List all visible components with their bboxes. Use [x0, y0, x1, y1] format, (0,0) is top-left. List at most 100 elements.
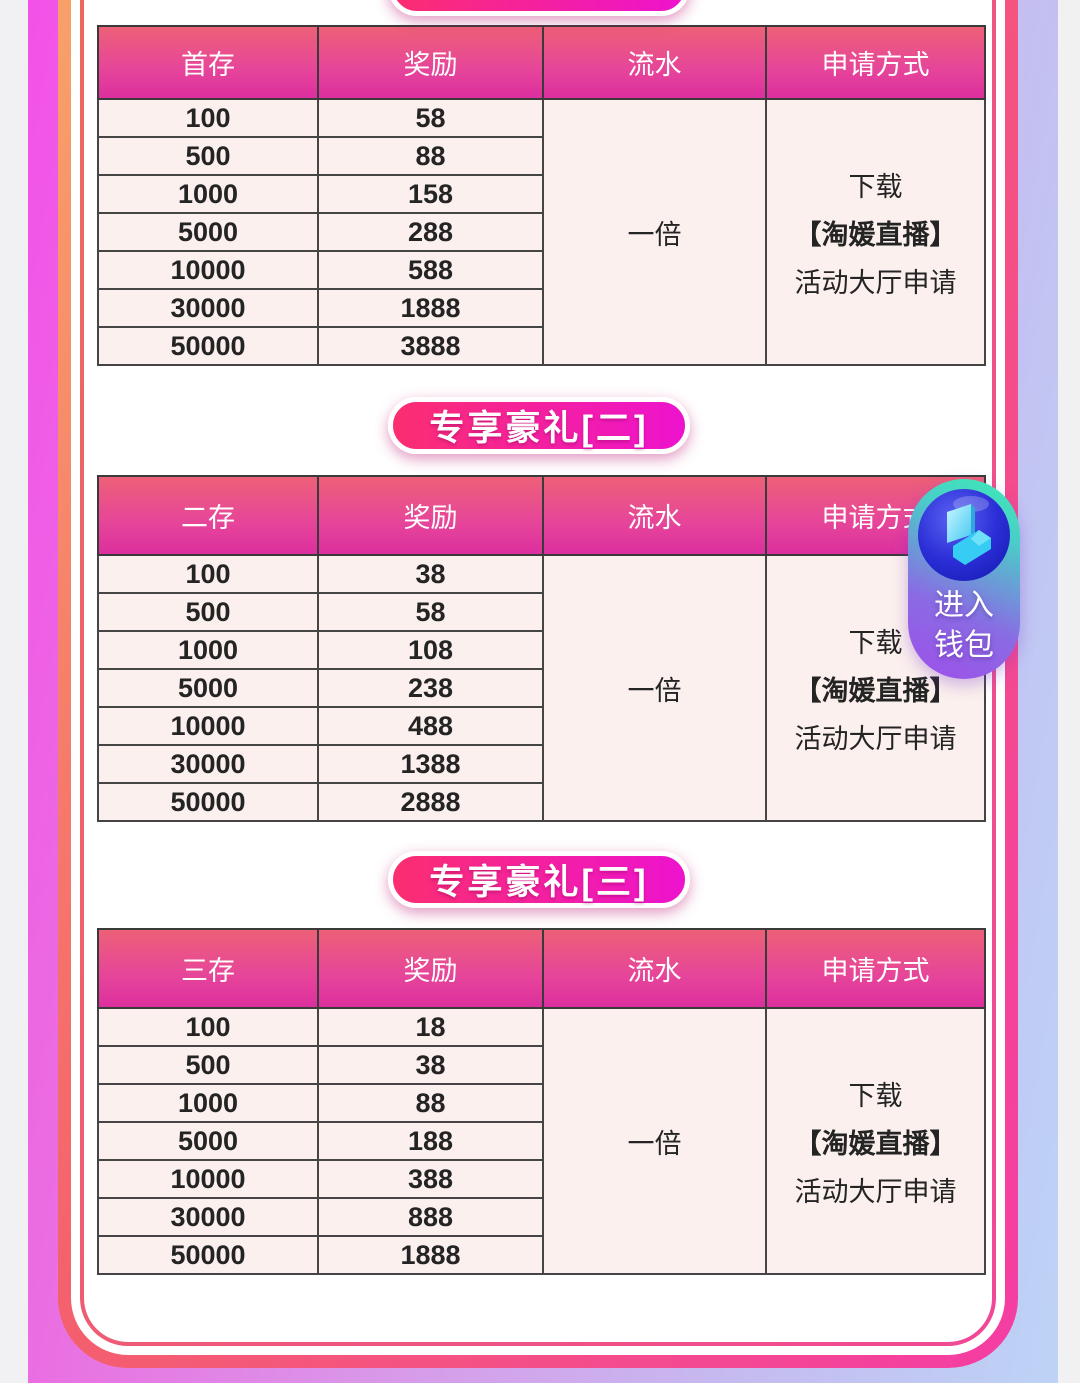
turnover-cell: 一倍 — [542, 554, 767, 822]
table-row: 30000 1388 — [97, 744, 985, 784]
table-row: 50000 2888 — [97, 782, 985, 822]
col-header-reward: 奖励 — [317, 25, 544, 100]
reward-cell: 288 — [317, 212, 544, 252]
reward-cell: 888 — [317, 1197, 544, 1237]
apply-line-1: 下载 — [848, 627, 903, 658]
apply-line-3: 活动大厅申请 — [794, 1176, 957, 1207]
deposit-cell: 5000 — [97, 1121, 319, 1161]
deposit-cell: 50000 — [97, 1235, 319, 1275]
reward-cell: 1888 — [317, 1235, 544, 1275]
reward-cell: 18 — [317, 1007, 544, 1047]
table-row: 500 58 — [97, 592, 985, 632]
table-row: 5000 288 — [97, 212, 985, 252]
deposit-cell: 1000 — [97, 1083, 319, 1123]
col-header-deposit: 首存 — [97, 25, 319, 100]
first-deposit-table: 首存 奖励 流水 申请方式 100 58 一倍 下载 【淘媛直播】 活动大厅申请… — [97, 25, 986, 366]
reward-cell: 1888 — [317, 288, 544, 328]
reward-cell: 158 — [317, 174, 544, 214]
turnover-cell: 一倍 — [542, 98, 767, 366]
col-header-reward: 奖励 — [317, 475, 544, 556]
table-row: 10000 488 — [97, 706, 985, 746]
apply-line-3: 活动大厅申请 — [794, 267, 957, 298]
deposit-cell: 100 — [97, 1007, 319, 1047]
header-row: 二存 奖励 流水 申请方式 — [97, 475, 986, 556]
table-row: 1000 108 — [97, 630, 985, 670]
reward-cell: 88 — [317, 136, 544, 176]
reward-cell: 58 — [317, 592, 544, 632]
col-header-apply: 申请方式 — [765, 25, 986, 100]
table-row: 500 88 — [97, 136, 985, 176]
deposit-cell: 50000 — [97, 782, 319, 822]
deposit-cell: 30000 — [97, 744, 319, 784]
second-deposit-table: 二存 奖励 流水 申请方式 100 38 一倍 下载 【淘媛直播】 活动大厅申请… — [97, 475, 986, 822]
apply-line-3: 活动大厅申请 — [794, 723, 957, 754]
deposit-cell: 1000 — [97, 630, 319, 670]
third-deposit-table: 三存 奖励 流水 申请方式 100 18 一倍 下载 【淘媛直播】 活动大厅申请… — [97, 928, 986, 1275]
table-row: 5000 238 — [97, 668, 985, 708]
table-row: 100 18 一倍 下载 【淘媛直播】 活动大厅申请 — [97, 1007, 986, 1275]
col-header-deposit: 三存 — [97, 928, 319, 1009]
apply-method-cell: 下载 【淘媛直播】 活动大厅申请 — [765, 554, 986, 822]
section-pill-second: 专享豪礼[二] — [388, 397, 690, 454]
reward-cell: 38 — [317, 554, 544, 594]
reward-cell: 108 — [317, 630, 544, 670]
reward-cell: 3888 — [317, 326, 544, 366]
header-row: 首存 奖励 流水 申请方式 — [97, 25, 986, 100]
col-header-reward: 奖励 — [317, 928, 544, 1009]
deposit-cell: 500 — [97, 136, 319, 176]
table-row: 1000 158 — [97, 174, 985, 214]
turnover-cell: 一倍 — [542, 1007, 767, 1275]
reward-cell: 1388 — [317, 744, 544, 784]
deposit-cell: 10000 — [97, 250, 319, 290]
apply-line-2: 【淘媛直播】 — [794, 1128, 957, 1159]
reward-cell: 238 — [317, 668, 544, 708]
deposit-cell: 500 — [97, 592, 319, 632]
deposit-cell: 1000 — [97, 174, 319, 214]
table-row: 100 38 一倍 下载 【淘媛直播】 活动大厅申请 — [97, 554, 986, 822]
col-header-turnover: 流水 — [542, 25, 767, 100]
deposit-cell: 500 — [97, 1045, 319, 1085]
reward-cell: 188 — [317, 1121, 544, 1161]
table-row: 500 38 — [97, 1045, 985, 1085]
deposit-cell: 100 — [97, 554, 319, 594]
reward-cell: 488 — [317, 706, 544, 746]
deposit-cell: 30000 — [97, 288, 319, 328]
deposit-cell: 50000 — [97, 326, 319, 366]
apply-line-2: 【淘媛直播】 — [794, 675, 957, 706]
table-row: 1000 88 — [97, 1083, 985, 1123]
reward-cell: 2888 — [317, 782, 544, 822]
deposit-cell: 30000 — [97, 1197, 319, 1237]
deposit-cell: 10000 — [97, 706, 319, 746]
reward-cell: 38 — [317, 1045, 544, 1085]
table-row: 10000 388 — [97, 1159, 985, 1199]
wallet-label: 进入 钱包 — [934, 586, 994, 666]
col-header-turnover: 流水 — [542, 475, 767, 556]
table-row: 30000 888 — [97, 1197, 985, 1237]
wallet-logo-icon — [918, 489, 1010, 581]
deposit-cell: 5000 — [97, 668, 319, 708]
col-header-turnover: 流水 — [542, 928, 767, 1009]
reward-cell: 388 — [317, 1159, 544, 1199]
deposit-cell: 100 — [97, 98, 319, 138]
table-row: 50000 3888 — [97, 326, 985, 366]
table-row: 5000 188 — [97, 1121, 985, 1161]
apply-line-1: 下载 — [848, 171, 903, 202]
apply-method-cell: 下载 【淘媛直播】 活动大厅申请 — [765, 98, 986, 366]
header-row: 三存 奖励 流水 申请方式 — [97, 928, 986, 1009]
deposit-cell: 5000 — [97, 212, 319, 252]
wallet-label-line2: 钱包 — [934, 629, 994, 662]
col-header-deposit: 二存 — [97, 475, 319, 556]
deposit-cell: 10000 — [97, 1159, 319, 1199]
col-header-apply: 申请方式 — [765, 928, 986, 1009]
apply-line-2: 【淘媛直播】 — [794, 219, 957, 250]
wallet-float-button[interactable]: 进入 钱包 — [908, 479, 1020, 679]
wallet-label-line1: 进入 — [934, 589, 994, 622]
section-pill-first-cutoff — [388, 0, 690, 16]
apply-line-1: 下载 — [848, 1080, 903, 1111]
section-pill-third: 专享豪礼[三] — [388, 851, 690, 908]
table-row: 100 58 一倍 下载 【淘媛直播】 活动大厅申请 — [97, 98, 986, 366]
reward-cell: 58 — [317, 98, 544, 138]
apply-method-cell: 下载 【淘媛直播】 活动大厅申请 — [765, 1007, 986, 1275]
reward-cell: 88 — [317, 1083, 544, 1123]
